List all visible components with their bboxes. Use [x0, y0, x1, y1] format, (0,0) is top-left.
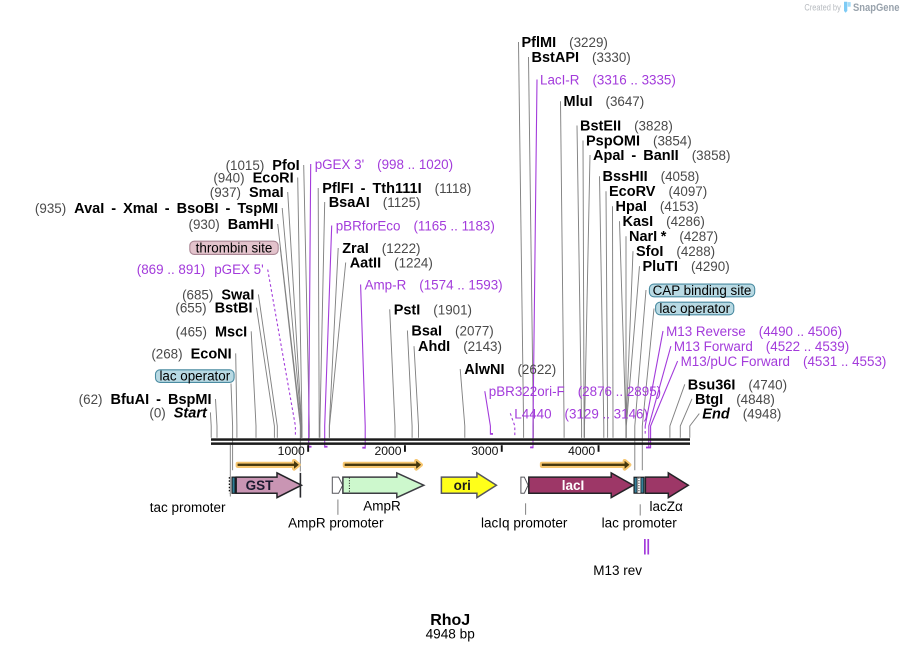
svg-text:4948 bp: 4948 bp [426, 627, 475, 642]
svg-text:AmpR: AmpR [363, 498, 401, 513]
svg-text:Amp-R(1574 .. 1593): Amp-R (1574 .. 1593) [365, 278, 503, 293]
svg-text:Bsu36I(4740): Bsu36I (4740) [688, 377, 787, 393]
svg-text:pBRforEco(1165 .. 1183): pBRforEco (1165 .. 1183) [336, 219, 495, 234]
svg-text:2000: 2000 [374, 444, 401, 458]
svg-text:MluI(3647): MluI (3647) [564, 94, 645, 110]
svg-text:ZraI(1222): ZraI (1222) [342, 241, 420, 257]
svg-text:1000: 1000 [278, 444, 305, 458]
svg-text:M13 rev: M13 rev [593, 563, 642, 578]
svg-text:4000: 4000 [568, 444, 595, 458]
svg-text:pGEX 3'(998 .. 1020): pGEX 3' (998 .. 1020) [315, 157, 453, 172]
svg-text:lacI: lacI [562, 478, 585, 493]
svg-text:BsaAI(1125): BsaAI (1125) [329, 195, 421, 211]
svg-text:(935)AvaI-XmaI-BsoBI-TspMI: (935) AvaI - XmaI - BsoBI - TspMI [35, 201, 278, 217]
svg-text:BsaI(2077): BsaI (2077) [411, 324, 493, 340]
svg-text:PflMI(3229): PflMI (3229) [522, 35, 608, 51]
svg-text:3000: 3000 [471, 444, 498, 458]
svg-text:CAP binding site: CAP binding site [653, 283, 752, 298]
svg-text:M13 Reverse(4490 .. 4506): M13 Reverse (4490 .. 4506) [666, 324, 842, 339]
svg-text:(655)BstBI: (655) BstBI [175, 301, 252, 317]
svg-text:KasI(4286): KasI (4286) [623, 214, 705, 230]
svg-text:BtgI(4848): BtgI (4848) [695, 392, 775, 408]
svg-text:(1015)PfoI: (1015) PfoI [226, 158, 300, 174]
svg-text:SfoI(4288): SfoI (4288) [636, 244, 715, 260]
svg-text:RhoJ: RhoJ [430, 612, 470, 629]
svg-text:(62)BfuAI-BspMI: (62) BfuAI - BspMI [79, 392, 212, 408]
svg-text:(869 .. 891)pGEX 5': (869 .. 891) pGEX 5' [137, 262, 264, 277]
svg-text:LacI-R(3316 .. 3335): LacI-R (3316 .. 3335) [540, 73, 676, 88]
svg-text:AhdI(2143): AhdI (2143) [418, 339, 502, 355]
svg-text:(940)EcoRI: (940) EcoRI [213, 171, 293, 187]
svg-text:ApaI-BanII(3858): ApaI - BanII (3858) [593, 148, 730, 164]
svg-text:BstEII(3828): BstEII (3828) [580, 119, 673, 135]
svg-text:(268)EcoNI: (268) EcoNI [151, 346, 231, 362]
svg-text:End(4948): End (4948) [702, 407, 781, 423]
svg-text:HpaI(4153): HpaI (4153) [616, 199, 699, 215]
svg-text:(0)Start: (0) Start [149, 405, 208, 421]
svg-text:M13/pUC Forward(4531 .. 4553): M13/pUC Forward (4531 .. 4553) [681, 354, 887, 369]
svg-text:(685)SwaI: (685) SwaI [182, 287, 254, 303]
svg-text:Created by: Created by [804, 2, 841, 13]
svg-text:lac promoter: lac promoter [602, 515, 678, 530]
svg-text:SnapGene: SnapGene [853, 2, 900, 14]
svg-text:AatII(1224): AatII (1224) [350, 256, 433, 272]
svg-text:ori: ori [454, 478, 471, 493]
svg-text:lacZα: lacZα [650, 499, 684, 514]
svg-text:AmpR promoter: AmpR promoter [288, 515, 384, 530]
svg-text:M13 Forward(4522 .. 4539): M13 Forward (4522 .. 4539) [674, 339, 849, 354]
svg-text:lac operator: lac operator [659, 301, 730, 316]
svg-text:(930)BamHI: (930) BamHI [188, 217, 273, 233]
svg-text:tac promoter: tac promoter [150, 500, 226, 515]
svg-text:EcoRV(4097): EcoRV (4097) [609, 184, 707, 200]
svg-text:L4440(3129 .. 3146): L4440 (3129 .. 3146) [514, 406, 648, 421]
svg-text:PflFI-Tth111I(1118): PflFI - Tth111I (1118) [322, 181, 471, 197]
svg-text:GST: GST [246, 478, 275, 493]
svg-text:PspOMI(3854): PspOMI (3854) [586, 134, 692, 150]
svg-text:(937)SmaI: (937) SmaI [210, 185, 284, 201]
svg-text:AlwNI(2622): AlwNI (2622) [464, 362, 556, 378]
svg-text:PluTI(4290): PluTI (4290) [643, 259, 730, 275]
svg-text:lacIq promoter: lacIq promoter [481, 515, 568, 530]
svg-text:BstAPI(3330): BstAPI (3330) [532, 50, 631, 66]
svg-text:thrombin site: thrombin site [196, 240, 273, 255]
svg-text:(465)MscI: (465) MscI [176, 324, 248, 340]
svg-text:pBR322ori-F(2876 .. 2895): pBR322ori-F (2876 .. 2895) [489, 384, 661, 399]
svg-text:BssHII(4058): BssHII (4058) [603, 169, 700, 185]
svg-text:lac operator: lac operator [159, 369, 230, 384]
svg-text:PstI(1901): PstI (1901) [394, 302, 472, 318]
